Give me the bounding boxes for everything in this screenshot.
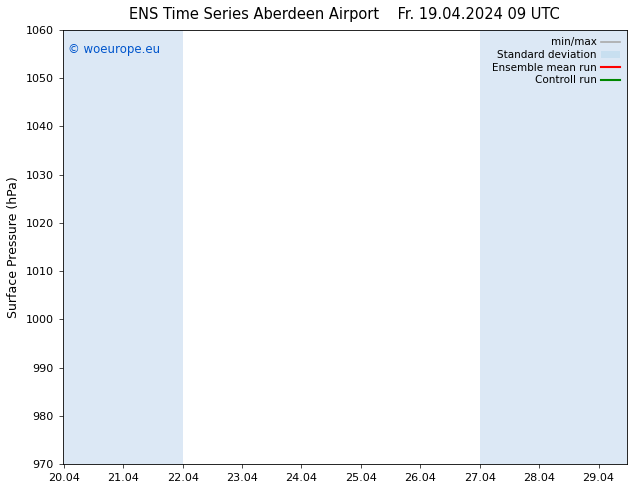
- Title: ENS Time Series Aberdeen Airport    Fr. 19.04.2024 09 UTC: ENS Time Series Aberdeen Airport Fr. 19.…: [129, 7, 560, 22]
- Text: © woeurope.eu: © woeurope.eu: [68, 43, 160, 56]
- Legend: min/max, Standard deviation, Ensemble mean run, Controll run: min/max, Standard deviation, Ensemble me…: [490, 35, 622, 87]
- Bar: [64, 30, 183, 464]
- Bar: [598, 30, 627, 464]
- Y-axis label: Surface Pressure (hPa): Surface Pressure (hPa): [7, 176, 20, 318]
- Bar: [480, 30, 598, 464]
